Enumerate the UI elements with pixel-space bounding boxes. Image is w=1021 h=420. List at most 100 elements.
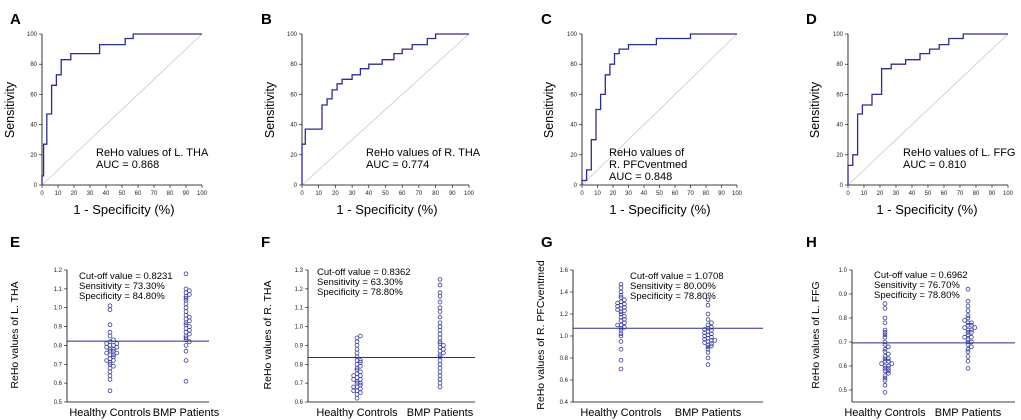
data-point-healthy-controls — [622, 324, 627, 330]
data-point-healthy-controls — [104, 341, 109, 346]
y-axis-title: ReHo values of R. PFCventmed — [535, 260, 547, 410]
y-tick-label: 1.6 — [560, 268, 569, 274]
data-point-healthy-controls — [107, 329, 113, 335]
y-tick-label: 1.4 — [560, 290, 569, 296]
x-tick-label: 30 — [893, 191, 900, 197]
data-point-bmp-patients — [437, 299, 443, 305]
y-tick-label: 0.8 — [839, 316, 848, 322]
y-tick-label: 0.9 — [54, 325, 63, 331]
annotation-text: Specificity = 78.80% — [874, 290, 960, 301]
data-point-healthy-controls — [111, 363, 116, 369]
annotation-text: AUC = 0.774 — [366, 159, 429, 171]
y-tick-label: 60 — [30, 92, 37, 98]
annotation-text: Cut-off value = 1.0708 — [630, 271, 724, 282]
x-tick-label: 40 — [365, 191, 372, 197]
data-point-healthy-controls — [354, 335, 360, 341]
category-label: BMP Patients — [675, 407, 742, 419]
data-point-bmp-patients — [705, 350, 711, 355]
x-tick-label: 50 — [119, 191, 126, 197]
data-point-bmp-patients — [705, 302, 711, 308]
annotation-text: Cut-off value = 0.6962 — [874, 270, 968, 281]
roc-panel-c: C 0 10 20 30 40 50 60 70 80 90 100 0 20 40 60 80 100 1 - S… — [541, 11, 743, 217]
x-axis-title: 1 - Specificity (%) — [73, 202, 174, 217]
data-point-healthy-controls — [618, 331, 624, 337]
x-tick-label: 10 — [861, 191, 868, 197]
panel-label: C — [541, 11, 552, 28]
y-tick-label: 20 — [30, 153, 37, 159]
reference-diagonal — [301, 33, 470, 186]
data-point-bmp-patients — [437, 290, 443, 295]
y-tick-label: 40 — [836, 123, 843, 129]
data-point-healthy-controls — [882, 339, 888, 345]
data-point-bmp-patients — [437, 365, 443, 371]
data-point-bmp-patients — [965, 342, 971, 347]
annotation-text: AUC = 0.810 — [903, 159, 966, 171]
x-tick-label: 80 — [703, 191, 710, 197]
data-point-healthy-controls — [358, 333, 363, 339]
data-point-healthy-controls — [882, 354, 888, 359]
category-label: Healthy Controls — [69, 407, 151, 419]
data-point-bmp-patients — [437, 331, 443, 337]
annotation-text: Cut-off value = 0.8362 — [317, 267, 411, 278]
data-point-bmp-patients — [709, 331, 714, 337]
y-tick-label: 100 — [287, 32, 298, 38]
data-point-bmp-patients — [437, 282, 443, 288]
data-point-healthy-controls — [882, 390, 888, 395]
y-tick-label: 80 — [290, 62, 297, 68]
y-tick-label: 0.6 — [295, 400, 304, 406]
data-point-healthy-controls — [107, 369, 113, 375]
data-point-bmp-patients — [437, 324, 443, 329]
y-tick-label: 100 — [833, 32, 844, 38]
reference-diagonal — [847, 33, 1009, 186]
data-point-healthy-controls — [622, 301, 627, 307]
x-tick-label: 50 — [656, 191, 663, 197]
x-tick-label: 100 — [464, 191, 475, 197]
x-tick-label: 60 — [941, 191, 948, 197]
y-axis-title: ReHo values of L. FFG — [810, 281, 822, 388]
data-point-healthy-controls — [107, 373, 113, 378]
data-point-healthy-controls — [882, 315, 888, 321]
data-point-healthy-controls — [882, 373, 888, 378]
x-tick-label: 50 — [925, 191, 932, 197]
data-point-healthy-controls — [886, 368, 891, 374]
y-axis-title: Sensitivity — [263, 81, 277, 138]
scatter-panel-h: H 0.5 0.6 0.7 0.8 0.9 1.0 ReHo values of L. FFG… — [806, 234, 1015, 419]
category-label: BMP Patients — [935, 407, 1002, 419]
y-axis-title: Sensitivity — [3, 81, 17, 138]
data-point-healthy-controls — [107, 303, 113, 309]
scatter-panel-f: F 0.6 0.7 0.8 0.9 1.0 1.1 1.2 1.3 ReHo values of … — [261, 234, 475, 419]
data-point-bmp-patients — [965, 332, 971, 338]
data-point-bmp-patients — [965, 298, 971, 304]
data-point-healthy-controls — [882, 332, 888, 338]
data-point-bmp-patients — [965, 315, 971, 321]
data-point-bmp-patients — [437, 380, 443, 386]
data-point-bmp-patients — [705, 317, 711, 322]
annotation-text: Specificity = 78.80% — [630, 291, 716, 302]
roc-panel-a: A 0 10 20 30 40 50 60 70 80 90 100 0 20 40 60 80 100 1 - S… — [3, 11, 209, 217]
y-tick-label: 20 — [570, 153, 577, 159]
y-tick-label: 0 — [574, 183, 578, 189]
x-tick-label: 80 — [973, 191, 980, 197]
data-point-bmp-patients — [437, 277, 443, 282]
data-point-bmp-patients — [437, 305, 443, 311]
data-point-healthy-controls — [354, 395, 360, 401]
data-point-bmp-patients — [183, 335, 189, 341]
annotation-text: Sensitivity = 73.30% — [79, 281, 165, 292]
annotation-text: AUC = 0.848 — [609, 171, 672, 183]
y-tick-label: 0 — [840, 183, 844, 189]
data-point-healthy-controls — [618, 366, 624, 372]
data-point-healthy-controls — [351, 384, 356, 390]
data-point-healthy-controls — [618, 357, 624, 363]
roc-curve-line — [581, 33, 737, 185]
data-point-healthy-controls — [882, 342, 888, 347]
data-point-bmp-patients — [437, 373, 443, 378]
y-axis-title: Sensitivity — [542, 81, 556, 138]
data-point-bmp-patients — [965, 313, 971, 318]
y-tick-label: 0 — [294, 183, 298, 189]
data-point-healthy-controls — [618, 333, 624, 339]
x-tick-label: 60 — [672, 191, 679, 197]
data-point-bmp-patients — [705, 311, 711, 317]
x-tick-label: 90 — [183, 191, 190, 197]
data-point-healthy-controls — [107, 333, 113, 339]
